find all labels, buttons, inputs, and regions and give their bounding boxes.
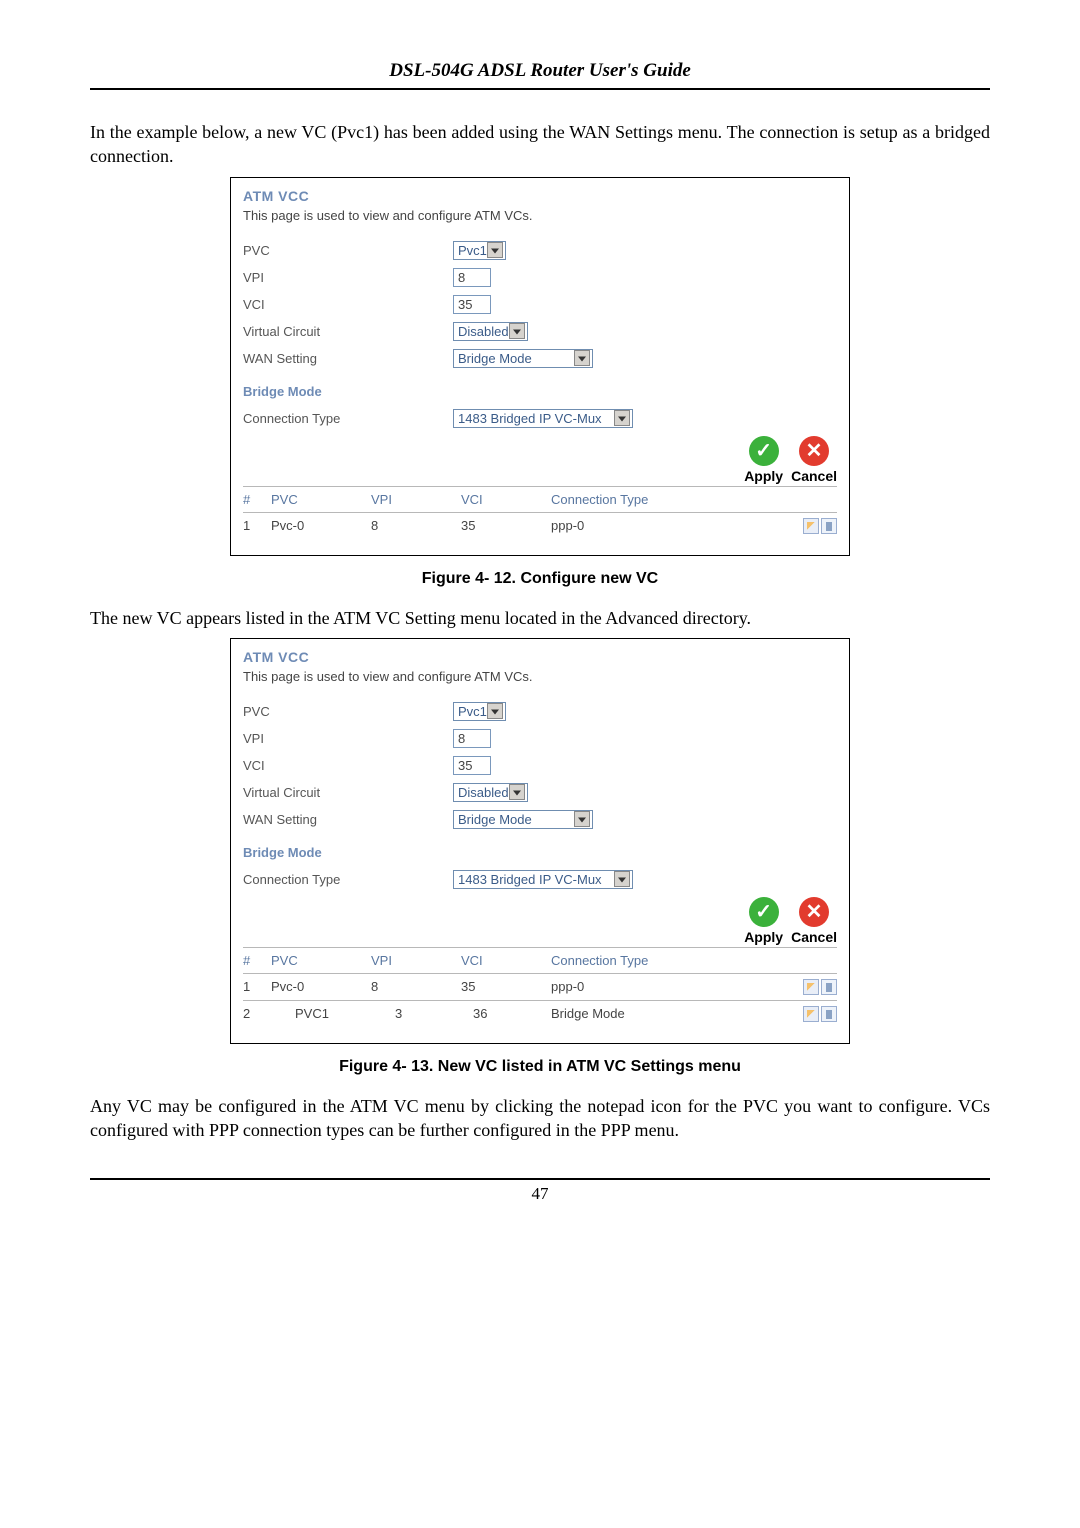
panel-title: ATM VCC: [243, 649, 837, 665]
table-header-row: # PVC VPI VCI Connection Type: [243, 489, 837, 510]
col-conn: Connection Type: [551, 953, 787, 968]
delete-icon[interactable]: [821, 979, 837, 995]
vpi-input[interactable]: 8: [453, 268, 491, 287]
label-virtual-circuit: Virtual Circuit: [243, 785, 453, 800]
label-vci: VCI: [243, 297, 453, 312]
cell-vpi: 8: [371, 979, 461, 994]
header-rule: [90, 88, 990, 90]
label-vpi: VPI: [243, 731, 453, 746]
panel-description: This page is used to view and configure …: [243, 669, 837, 684]
cell-pvc: Pvc-0: [271, 518, 371, 533]
cell-pvc: PVC1: [271, 1006, 371, 1021]
edit-icon[interactable]: [803, 518, 819, 534]
table-divider: [243, 512, 837, 513]
cell-conn: ppp-0: [551, 518, 787, 533]
close-icon: ✕: [799, 436, 829, 466]
label-connection-type: Connection Type: [243, 872, 453, 887]
table-divider: [243, 486, 837, 487]
pvc-select[interactable]: Pvc1: [453, 702, 506, 721]
delete-icon[interactable]: [821, 1006, 837, 1022]
section-bridge-mode: Bridge Mode: [243, 845, 837, 860]
label-virtual-circuit: Virtual Circuit: [243, 324, 453, 339]
cancel-button[interactable]: ✕ Cancel: [791, 897, 837, 945]
table-divider: [243, 947, 837, 948]
cell-vpi: 3: [371, 1006, 461, 1021]
cell-conn: ppp-0: [551, 979, 787, 994]
cancel-button[interactable]: ✕ Cancel: [791, 436, 837, 484]
page-header-title: DSL-504G ADSL Router User's Guide: [90, 60, 990, 88]
cell-vpi: 8: [371, 518, 461, 533]
col-pvc: PVC: [271, 492, 371, 507]
figure-1-caption: Figure 4- 12. Configure new VC: [90, 570, 990, 588]
label-pvc: PVC: [243, 704, 453, 719]
footer-rule: [90, 1178, 990, 1180]
edit-icon[interactable]: [803, 979, 819, 995]
table-divider: [243, 1000, 837, 1001]
label-connection-type: Connection Type: [243, 411, 453, 426]
connection-type-select[interactable]: 1483 Bridged IP VC-Mux: [453, 870, 633, 889]
apply-button[interactable]: ✓ Apply: [744, 897, 783, 945]
table-header-row: # PVC VPI VCI Connection Type: [243, 950, 837, 971]
delete-icon[interactable]: [821, 518, 837, 534]
cell-vci: 35: [461, 518, 551, 533]
col-num: #: [243, 492, 271, 507]
table-row: 2 PVC1 3 36 Bridge Mode: [243, 1003, 837, 1025]
paragraph-3: Any VC may be configured in the ATM VC m…: [90, 1094, 990, 1143]
cell-num: 1: [243, 518, 271, 533]
col-vpi: VPI: [371, 953, 461, 968]
paragraph-2: The new VC appears listed in the ATM VC …: [90, 606, 990, 630]
edit-icon[interactable]: [803, 1006, 819, 1022]
col-pvc: PVC: [271, 953, 371, 968]
cell-num: 2: [243, 1006, 271, 1021]
close-icon: ✕: [799, 897, 829, 927]
connection-type-select[interactable]: 1483 Bridged IP VC-Mux: [453, 409, 633, 428]
cancel-label: Cancel: [791, 468, 837, 484]
wan-setting-select[interactable]: Bridge Mode: [453, 349, 593, 368]
page-number: 47: [90, 1184, 990, 1204]
vci-input[interactable]: 35: [453, 295, 491, 314]
apply-label: Apply: [744, 929, 783, 945]
table-row: 1 Pvc-0 8 35 ppp-0: [243, 515, 837, 537]
section-bridge-mode: Bridge Mode: [243, 384, 837, 399]
pvc-select[interactable]: Pvc1: [453, 241, 506, 260]
col-vpi: VPI: [371, 492, 461, 507]
table-row: 1 Pvc-0 8 35 ppp-0: [243, 976, 837, 998]
col-vci: VCI: [461, 492, 551, 507]
figure-2-caption: Figure 4- 13. New VC listed in ATM VC Se…: [90, 1058, 990, 1076]
cancel-label: Cancel: [791, 929, 837, 945]
paragraph-1: In the example below, a new VC (Pvc1) ha…: [90, 120, 990, 169]
vci-input[interactable]: 35: [453, 756, 491, 775]
screenshot-figure-2: ATM VCC This page is used to view and co…: [230, 638, 850, 1044]
vpi-input[interactable]: 8: [453, 729, 491, 748]
label-vci: VCI: [243, 758, 453, 773]
apply-label: Apply: [744, 468, 783, 484]
cell-num: 1: [243, 979, 271, 994]
check-icon: ✓: [749, 436, 779, 466]
label-wan-setting: WAN Setting: [243, 351, 453, 366]
check-icon: ✓: [749, 897, 779, 927]
label-vpi: VPI: [243, 270, 453, 285]
screenshot-figure-1: ATM VCC This page is used to view and co…: [230, 177, 850, 556]
virtual-circuit-select[interactable]: Disabled: [453, 322, 528, 341]
cell-vci: 35: [461, 979, 551, 994]
table-divider: [243, 973, 837, 974]
virtual-circuit-select[interactable]: Disabled: [453, 783, 528, 802]
col-vci: VCI: [461, 953, 551, 968]
cell-pvc: Pvc-0: [271, 979, 371, 994]
cell-vci: 36: [461, 1006, 551, 1021]
col-conn: Connection Type: [551, 492, 787, 507]
apply-button[interactable]: ✓ Apply: [744, 436, 783, 484]
cell-conn: Bridge Mode: [551, 1006, 787, 1021]
wan-setting-select[interactable]: Bridge Mode: [453, 810, 593, 829]
panel-description: This page is used to view and configure …: [243, 208, 837, 223]
col-num: #: [243, 953, 271, 968]
label-wan-setting: WAN Setting: [243, 812, 453, 827]
panel-title: ATM VCC: [243, 188, 837, 204]
label-pvc: PVC: [243, 243, 453, 258]
